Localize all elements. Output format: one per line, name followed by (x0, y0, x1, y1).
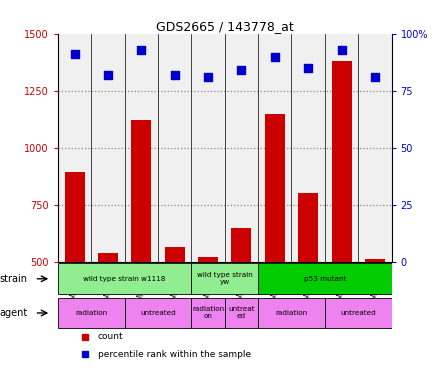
Point (71, 51, 78, 57)
Point (138, 47, 145, 53)
Bar (65, 172, 85, 262)
Text: wild type strain w1118: wild type strain w1118 (83, 276, 166, 282)
Bar (258, 298, 325, 328)
Text: radiation: radiation (75, 310, 107, 316)
Point (104, 72, 111, 78)
Bar (198, 257, 218, 262)
Point (238, 67, 245, 73)
Bar (265, 114, 285, 262)
Bar (58, 298, 125, 328)
Bar (191, 263, 258, 294)
Text: p53 mutant: p53 mutant (303, 276, 346, 282)
Text: radiation
on: radiation on (192, 306, 224, 320)
Bar (58, 34, 91, 262)
Text: untreated: untreated (340, 310, 376, 316)
Text: agent: agent (0, 308, 28, 318)
Point (205, 74, 212, 80)
Bar (158, 34, 191, 262)
Text: untreat
ed: untreat ed (228, 306, 255, 320)
Bar (131, 120, 151, 262)
Text: wild type strain
yw: wild type strain yw (197, 272, 253, 285)
Bar (225, 34, 258, 262)
Bar (98, 253, 118, 262)
Text: strain: strain (0, 274, 28, 284)
Text: untreated: untreated (140, 310, 176, 316)
Bar (191, 34, 225, 262)
Title: GDS2665 / 143778_at: GDS2665 / 143778_at (156, 20, 294, 33)
Bar (325, 298, 392, 328)
Bar (291, 34, 325, 262)
Bar (225, 298, 258, 328)
Point (372, 74, 379, 80)
Point (171, 72, 178, 78)
Bar (191, 298, 225, 328)
Bar (365, 260, 385, 262)
Bar (298, 194, 318, 262)
Bar (165, 247, 185, 262)
Bar (325, 34, 358, 262)
Text: percentile rank within the sample: percentile rank within the sample (98, 350, 251, 358)
Bar (258, 263, 392, 294)
Bar (231, 228, 251, 262)
Text: radiation: radiation (275, 310, 307, 316)
Point (305, 65, 312, 71)
Bar (58, 263, 191, 294)
Bar (125, 34, 158, 262)
Bar (125, 298, 191, 328)
Bar (332, 61, 352, 262)
Text: count: count (98, 332, 124, 341)
Bar (91, 34, 125, 262)
Point (271, 54, 279, 60)
Bar (258, 34, 291, 262)
Point (338, 47, 345, 53)
Bar (358, 34, 392, 262)
